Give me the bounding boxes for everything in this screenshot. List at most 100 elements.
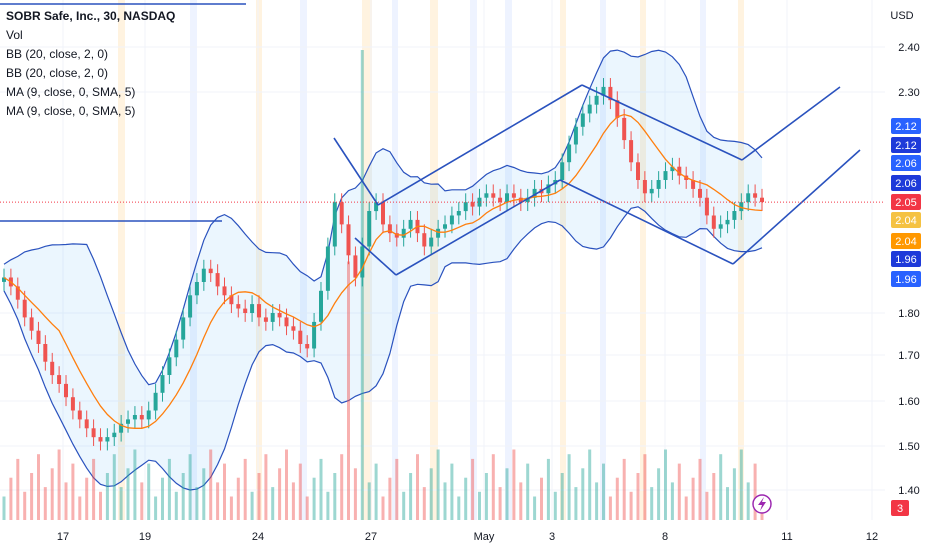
candle (70, 397, 75, 411)
candle (649, 188, 654, 194)
candle (194, 282, 199, 296)
trendline-7[interactable] (559, 179, 734, 265)
indicator-ma-1[interactable]: MA (9, close, 0, SMA, 5) (6, 85, 136, 99)
candle (463, 202, 468, 212)
candle (594, 95, 599, 105)
price-tag-value: 2.12 (895, 140, 916, 152)
trendline-9[interactable] (732, 149, 861, 265)
candle (332, 202, 337, 247)
candle (29, 317, 34, 331)
volume-bar (698, 458, 702, 520)
trendline-8[interactable] (741, 86, 841, 161)
price-tag (891, 271, 921, 287)
candle (263, 317, 268, 322)
candle (201, 268, 206, 282)
volume-bar (188, 454, 192, 520)
candle (77, 410, 82, 420)
volume-bar (581, 468, 585, 520)
candle (270, 313, 275, 322)
session-band-11 (640, 0, 646, 520)
candle (746, 193, 751, 203)
candle (146, 410, 151, 420)
session-band-9 (560, 0, 566, 520)
candle (298, 330, 303, 344)
volume-bar (512, 449, 516, 520)
trendline-3[interactable] (354, 237, 397, 276)
candle (188, 295, 193, 318)
volume-bar (484, 473, 488, 520)
volume-bar (37, 454, 40, 520)
candle (153, 392, 158, 411)
trendline-5[interactable] (395, 179, 561, 276)
volume-bar (540, 477, 543, 520)
candle (250, 304, 255, 313)
volume-bar (602, 463, 605, 520)
price-tag (891, 137, 921, 153)
candle (718, 224, 723, 229)
trendline-2[interactable] (333, 137, 379, 206)
volume-bar (657, 468, 661, 520)
volume-bar (291, 482, 295, 520)
price-tag-value: 2.04 (895, 236, 916, 248)
indicator-bb-1[interactable]: BB (20, close, 2, 0) (6, 47, 109, 61)
session-band-13 (738, 0, 744, 520)
indicator-vol[interactable]: Vol (6, 28, 23, 42)
volume-bar (374, 463, 378, 520)
y-tick-label: 2.30 (898, 87, 919, 99)
candle (567, 144, 572, 163)
volume-bar (533, 496, 537, 520)
volume-bar (298, 463, 302, 520)
volume-bar (498, 487, 502, 520)
y-tick-label: 1.80 (898, 308, 919, 320)
trendline-6[interactable] (581, 84, 743, 161)
candle (22, 299, 27, 318)
indicator-ma-2[interactable]: MA (9, close, 0, SMA, 5) (6, 104, 136, 118)
volume-bar (126, 468, 130, 520)
candle (546, 184, 551, 194)
volume-bar (457, 496, 461, 520)
candle (312, 321, 317, 349)
candle (436, 228, 441, 238)
volume-bar (312, 477, 316, 520)
candle (636, 162, 640, 180)
x-tick-label: 27 (365, 531, 377, 543)
volume-bar (223, 463, 226, 520)
x-tick-label: 17 (57, 531, 69, 543)
volume-bar (388, 477, 392, 520)
price-tag (891, 212, 921, 228)
volume-bar (285, 449, 288, 520)
indicator-bb-2[interactable]: BB (20, close, 2, 0) (6, 66, 109, 80)
volume-bar (677, 463, 681, 520)
candle (126, 419, 130, 424)
candle (456, 211, 461, 216)
bollinger-band-fill (4, 50, 762, 490)
candle (132, 415, 137, 420)
volume-bar (92, 458, 96, 520)
price-tag-value: 2.06 (895, 178, 916, 190)
candle (381, 202, 385, 225)
volume-bar (85, 477, 89, 520)
volume-bar (112, 454, 116, 520)
volume-bar (471, 458, 475, 520)
trendline-4[interactable] (377, 84, 583, 206)
volume-bar (236, 477, 240, 520)
volume-bar (546, 458, 550, 520)
candle (753, 193, 758, 198)
candle (387, 224, 392, 234)
chart-title[interactable]: SOBR Safe, Inc., 30, NASDAQ (6, 9, 176, 23)
candle (346, 224, 351, 256)
candle (98, 437, 103, 442)
volume-bar (402, 491, 406, 520)
candle (43, 344, 48, 362)
candle (339, 202, 344, 225)
bollinger-upper (3, 49, 763, 386)
volume-bar (78, 496, 82, 520)
x-tick-label: 19 (139, 531, 151, 543)
volume-badge (891, 500, 909, 516)
volume-bar (305, 496, 309, 520)
candle (429, 237, 434, 247)
candle (360, 246, 365, 278)
candle (760, 197, 764, 203)
